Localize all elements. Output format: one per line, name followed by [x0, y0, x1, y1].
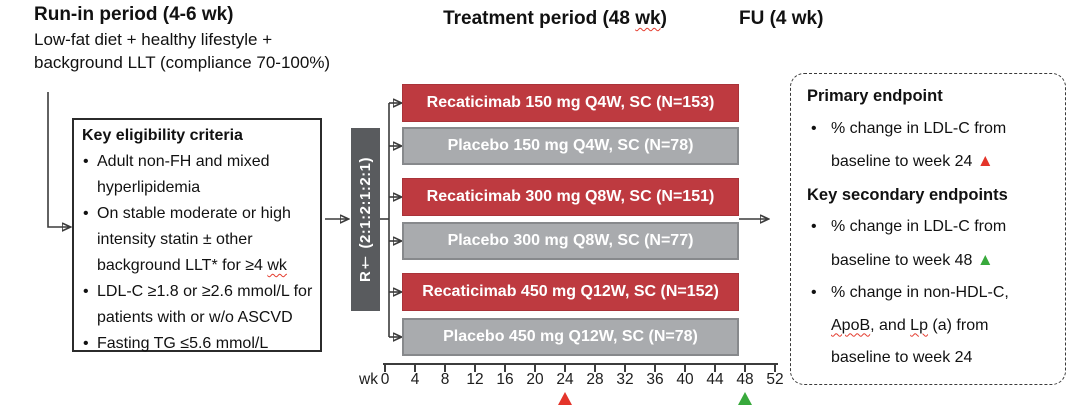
eligibility-item-statin: • On stable moderate or high intensity s… — [83, 205, 291, 274]
week-axis-unit-label: wk — [359, 371, 378, 388]
axis-tick — [684, 363, 686, 372]
secondary-endpoints-heading: Key secondary endpoints — [807, 185, 1008, 204]
arm-placebo-300-q8w: Placebo 300 mg Q8W, SC (N=77) — [402, 222, 739, 260]
run-in-period-subtitle: Low-fat diet + healthy lifestyle + backg… — [34, 30, 331, 72]
axis-tick — [504, 363, 506, 372]
axis-tick — [744, 363, 746, 372]
axis-tick-label: 8 — [440, 371, 450, 388]
axis-tick-label: 44 — [706, 371, 724, 388]
run-in-period-title: Run-in period (4-6 wk) — [34, 4, 234, 25]
eligibility-criteria-box: Key eligibility criteria • Adult non-FH … — [72, 118, 322, 352]
follow-up-title: FU (4 wk) — [739, 8, 824, 29]
arm-placebo-150-q4w: Placebo 150 mg Q4W, SC (N=78) — [402, 127, 739, 165]
axis-tick — [564, 363, 566, 372]
randomization-bar: R† (2:1:2:1:2:1) — [351, 128, 380, 311]
axis-tick-label: 16 — [496, 371, 514, 388]
treatment-period-title: Treatment period (48 wk) — [443, 8, 667, 29]
axis-tick-label: 36 — [646, 371, 664, 388]
axis-tick — [444, 363, 446, 372]
randomization-label: R† (2:1:2:1:2:1) — [357, 156, 374, 283]
axis-tick — [654, 363, 656, 372]
axis-tick — [534, 363, 536, 372]
primary-endpoint-item: • % change in LDL-C from baseline to wee… — [811, 119, 1007, 171]
axis-tick-label: 48 — [736, 371, 754, 388]
axis-tick-label: 40 — [676, 371, 694, 388]
primary-endpoint-heading: Primary endpoint — [807, 87, 943, 105]
arm-placebo-450-q12w: Placebo 450 mg Q12W, SC (N=78) — [402, 318, 739, 356]
treatment-title-wk: wk — [635, 8, 661, 29]
week-axis-line — [383, 363, 778, 365]
axis-tick — [414, 363, 416, 372]
arm-recaticimab-150-q4w: Recaticimab 150 mg Q4W, SC (N=153) — [402, 84, 739, 122]
axis-tick-label: 32 — [616, 371, 634, 388]
axis-tick — [474, 363, 476, 372]
eligibility-item-tg: • Fasting TG ≤5.6 mmol/L — [83, 335, 269, 352]
axis-tick-label: 52 — [766, 371, 784, 388]
arm-recaticimab-300-q8w: Recaticimab 300 mg Q8W, SC (N=151) — [402, 178, 739, 216]
axis-tick-label: 24 — [556, 371, 574, 388]
axis-tick — [384, 363, 386, 372]
secondary-endpoint-item-ldlc48: • % change in LDL-C from baseline to wee… — [811, 218, 1007, 269]
green-triangle-icon: ▲ — [976, 249, 994, 269]
axis-tick-label: 0 — [380, 371, 390, 388]
axis-tick — [774, 363, 776, 372]
secondary-endpoint-item-lipids: • % change in non-HDL-C, ApoB, and Lp (a… — [811, 284, 1009, 366]
eligibility-title: Key eligibility criteria — [82, 127, 243, 144]
week-48-marker-icon — [737, 392, 752, 405]
eligibility-item-nonfh: • Adult non-FH and mixed hyperlipidemia — [83, 153, 270, 196]
eligibility-item-ldlc: • LDL-C ≥1.8 or ≥2.6 mmol/L for patients… — [83, 283, 313, 326]
axis-tick — [624, 363, 626, 372]
red-triangle-icon: ▲ — [976, 151, 994, 170]
arm-recaticimab-450-q12w: Recaticimab 450 mg Q12W, SC (N=152) — [402, 273, 739, 311]
axis-tick-label: 4 — [410, 371, 420, 388]
axis-tick-label: 12 — [466, 371, 484, 388]
axis-tick — [594, 363, 596, 372]
run-in-to-eligibility-arrow — [47, 92, 70, 227]
axis-tick-label: 20 — [526, 371, 544, 388]
axis-tick — [714, 363, 716, 372]
week-24-marker-icon — [557, 392, 572, 405]
axis-tick-label: 28 — [586, 371, 604, 388]
treatment-title-text: Treatment period (48 — [443, 8, 636, 29]
endpoints-panel: Primary endpoint • % change in LDL-C fro… — [790, 73, 1066, 385]
